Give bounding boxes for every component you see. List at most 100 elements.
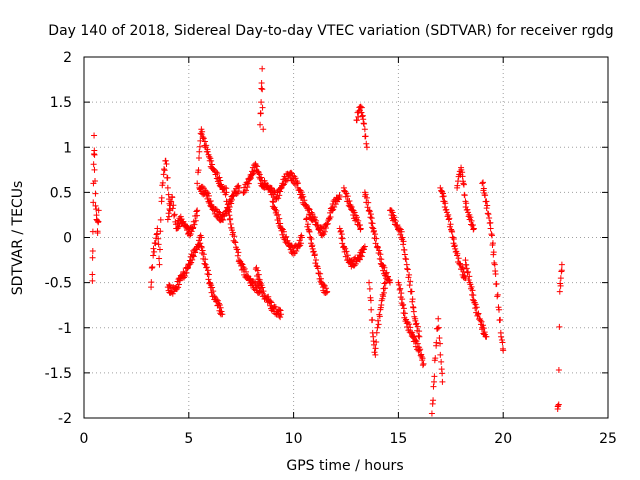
data-point (416, 328, 423, 335)
data-point (171, 211, 178, 218)
data-point (406, 282, 413, 289)
data-point (278, 225, 285, 232)
data-point (303, 215, 310, 222)
data-point (392, 217, 399, 224)
data-point (460, 180, 467, 187)
data-point (166, 281, 173, 288)
data-point (498, 333, 505, 340)
data-point (434, 325, 441, 332)
data-point (469, 287, 476, 294)
data-point (243, 187, 250, 194)
data-point (439, 190, 446, 197)
data-point (366, 207, 373, 214)
data-point (214, 170, 221, 177)
data-point (254, 163, 261, 170)
data-point (189, 256, 196, 263)
data-point (304, 221, 311, 228)
data-point (213, 296, 220, 303)
data-point (399, 296, 406, 303)
data-point (491, 260, 498, 267)
data-point (403, 256, 410, 263)
data-point (369, 316, 376, 323)
y-tick-label: -0.5 (45, 276, 72, 292)
data-point (311, 214, 318, 221)
data-point (168, 198, 175, 205)
data-point (320, 281, 327, 288)
data-point (440, 193, 447, 200)
data-point (411, 334, 418, 341)
data-point (368, 306, 375, 313)
data-point (406, 321, 413, 328)
data-point (488, 231, 495, 238)
data-point (407, 278, 414, 285)
data-point (251, 278, 258, 285)
data-point (414, 340, 421, 347)
data-point (283, 233, 290, 240)
data-point (209, 284, 216, 291)
data-point (183, 269, 190, 276)
data-point (260, 126, 267, 133)
data-point (199, 133, 206, 140)
data-point (467, 281, 474, 288)
data-point (382, 285, 389, 292)
data-point (313, 217, 320, 224)
data-point (407, 329, 414, 336)
data-point (366, 279, 373, 286)
data-point (500, 347, 507, 354)
data-point (153, 231, 160, 238)
x-tick-label: 5 (184, 431, 193, 447)
data-point (467, 214, 474, 221)
data-point (255, 168, 262, 175)
data-point (372, 351, 379, 358)
data-point (348, 203, 355, 210)
data-point (309, 211, 316, 218)
data-point (344, 193, 351, 200)
data-point (437, 184, 444, 191)
data-point (194, 207, 201, 214)
y-axis-label: SDTVAR / TECUs (10, 181, 26, 296)
data-point (413, 320, 420, 327)
data-point (150, 245, 157, 252)
data-point (558, 267, 565, 274)
data-point (498, 337, 505, 344)
data-point (234, 252, 241, 259)
data-point (464, 269, 471, 276)
data-point (355, 217, 362, 224)
data-point (161, 167, 168, 174)
data-point (238, 260, 245, 267)
data-point (90, 199, 97, 206)
data-point (175, 281, 182, 288)
chart-title: Day 140 of 2018, Sidereal Day-to-day VTE… (48, 23, 613, 39)
x-axis-label: GPS time / hours (286, 458, 403, 474)
data-point (377, 251, 384, 258)
data-point (431, 373, 438, 380)
data-point (169, 194, 176, 201)
data-point (371, 227, 378, 234)
data-point (253, 264, 260, 271)
data-point (557, 275, 564, 282)
data-point (435, 315, 442, 322)
data-point (480, 325, 487, 332)
data-point (267, 298, 274, 305)
data-point (154, 230, 161, 237)
data-point (272, 303, 279, 310)
data-point (300, 193, 307, 200)
data-point (430, 383, 437, 390)
data-point (157, 228, 164, 235)
data-point (412, 343, 419, 350)
data-point (493, 280, 500, 287)
data-point (361, 120, 368, 127)
data-point (415, 332, 422, 339)
data-points (89, 65, 565, 417)
data-point (483, 198, 490, 205)
data-point (306, 206, 313, 213)
data-point (277, 185, 284, 192)
data-point (89, 271, 96, 278)
data-point (95, 207, 102, 214)
data-point (485, 211, 492, 218)
data-point (479, 180, 486, 187)
data-point (247, 174, 254, 181)
data-point (169, 290, 176, 297)
data-point (159, 179, 166, 186)
